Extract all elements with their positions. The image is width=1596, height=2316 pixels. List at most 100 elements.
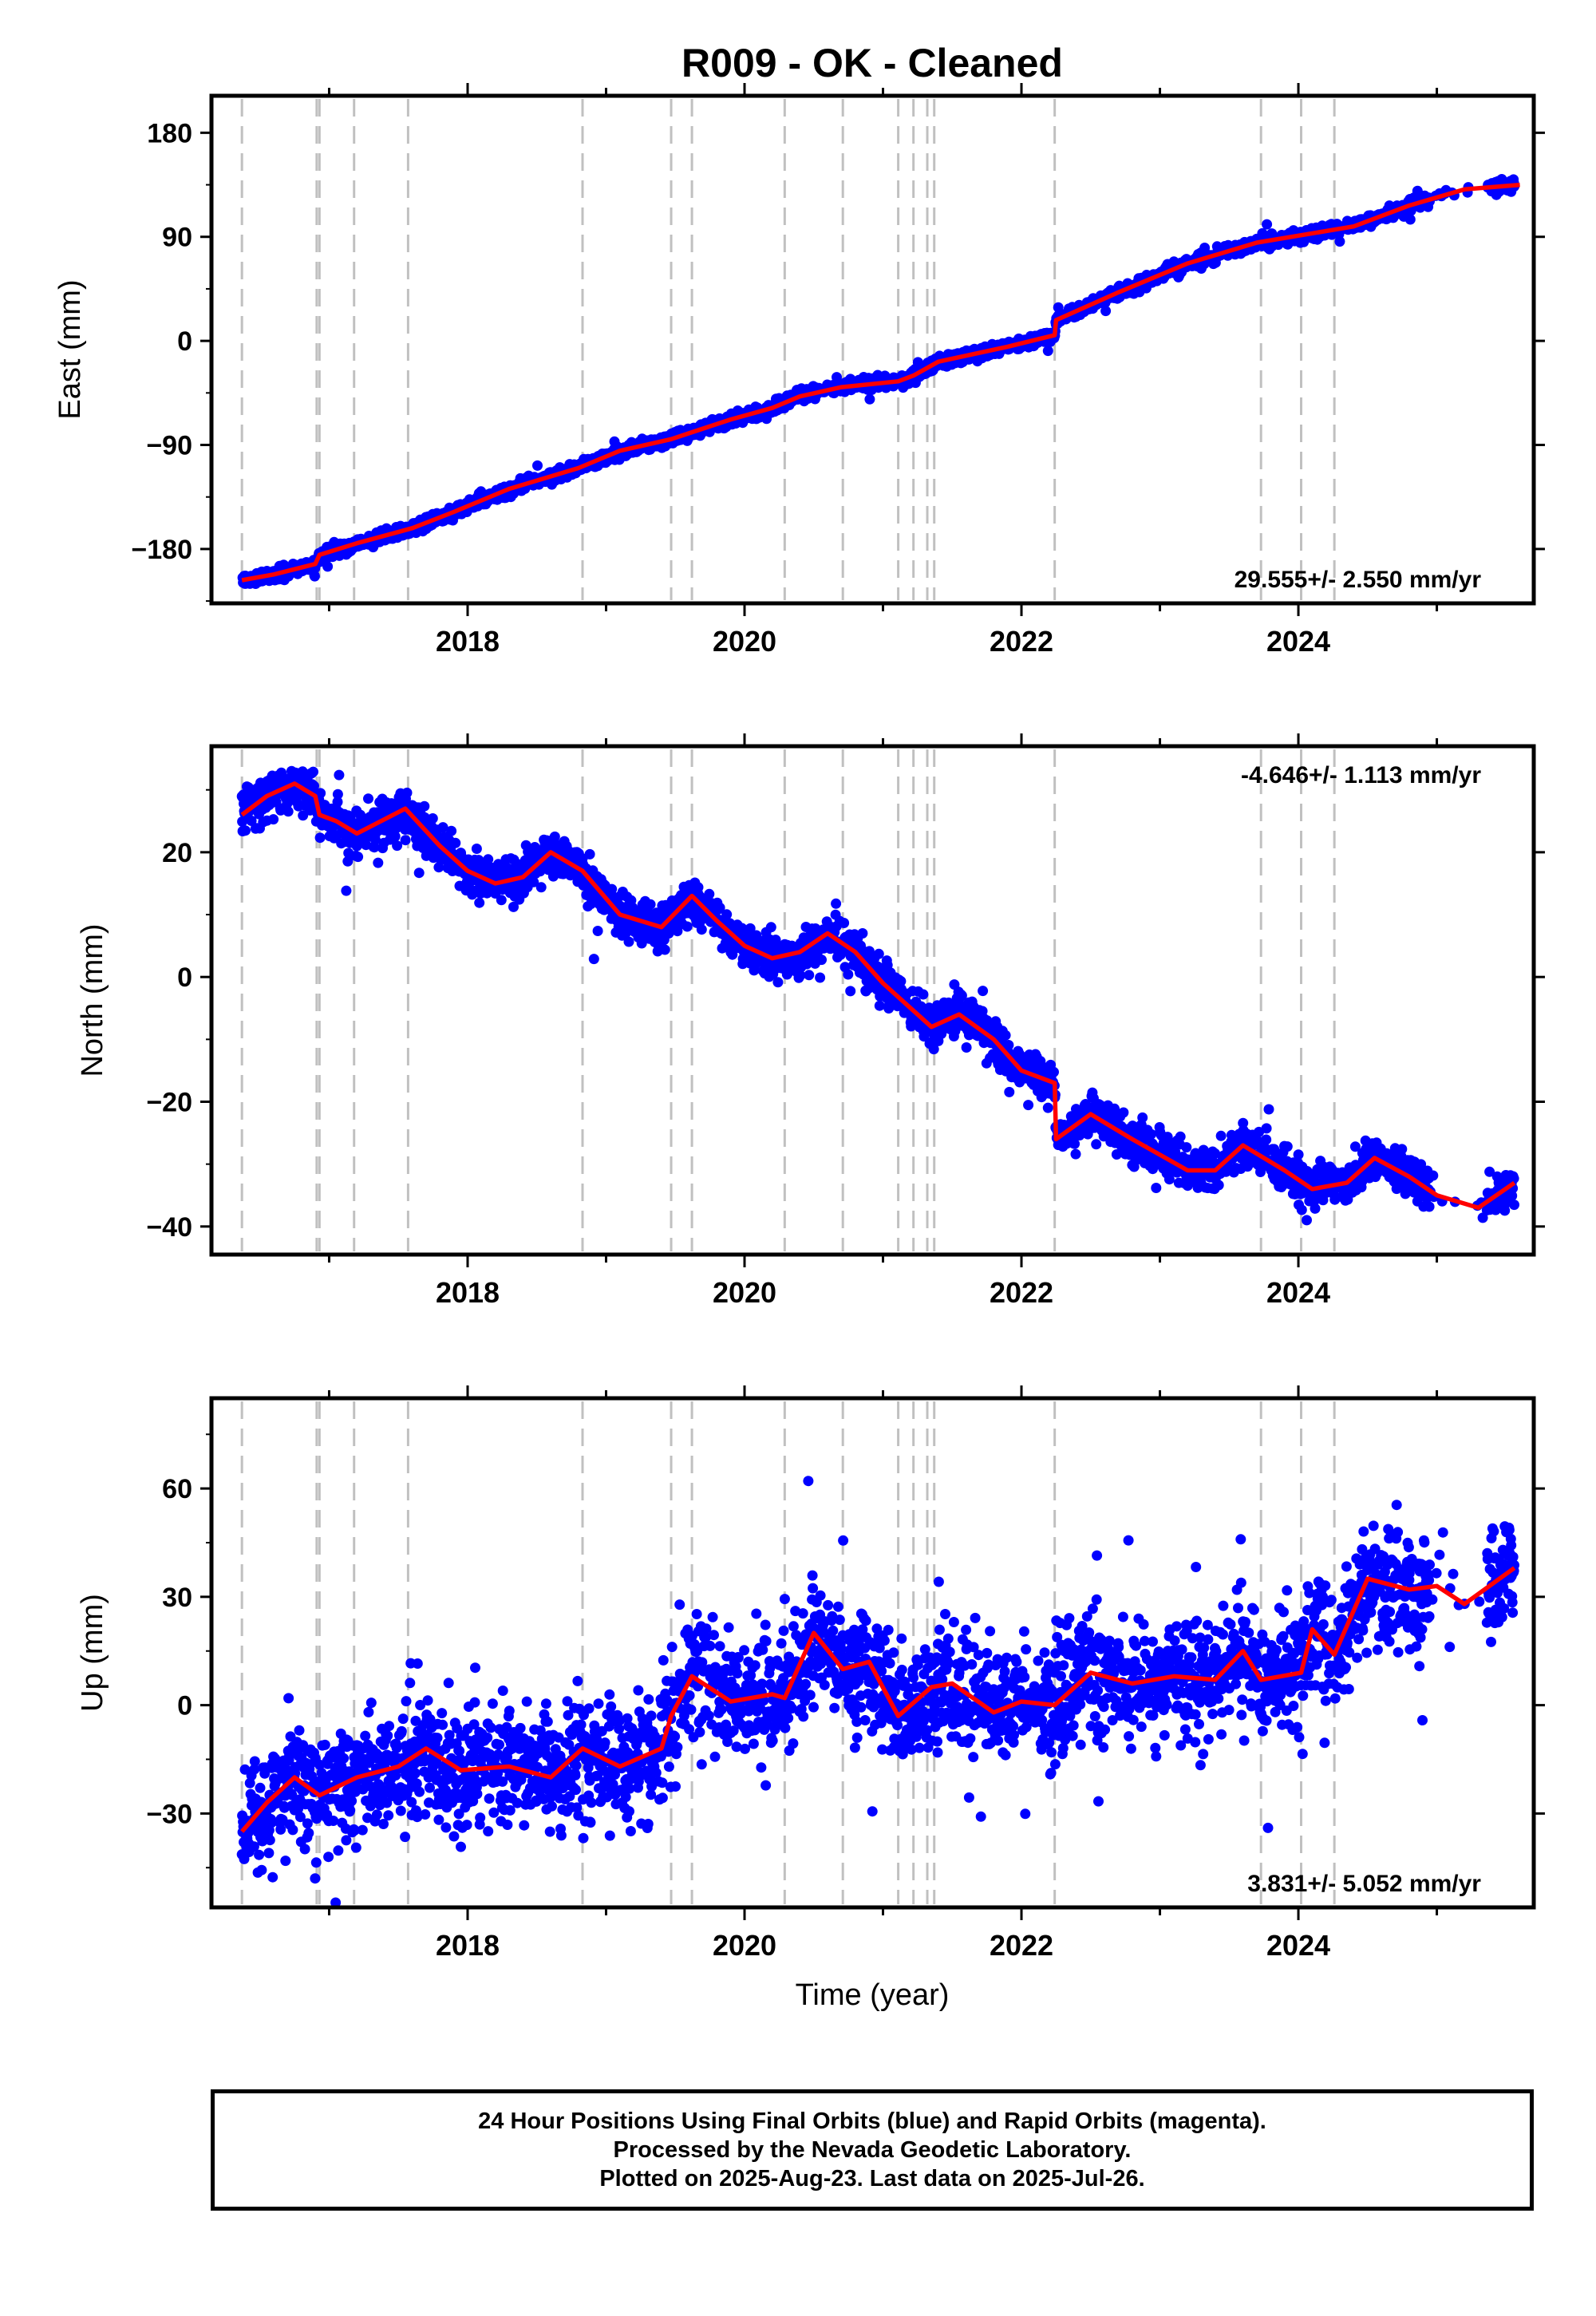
- data-point: [240, 825, 251, 836]
- data-point: [353, 852, 364, 863]
- data-point: [1334, 236, 1345, 247]
- data-point: [795, 970, 806, 981]
- data-point: [874, 1000, 885, 1011]
- data-point: [341, 885, 352, 896]
- data-point: [721, 909, 733, 920]
- data-point: [815, 972, 826, 983]
- data-point: [549, 831, 560, 842]
- data-point: [592, 926, 603, 936]
- data-point: [1070, 1148, 1081, 1160]
- data-point: [737, 923, 748, 934]
- data-point: [1118, 1107, 1129, 1118]
- y-axis-label: East (mm): [53, 279, 87, 419]
- data-point: [765, 922, 776, 933]
- model-fit: [241, 182, 1520, 583]
- x-tick-label: 2018: [436, 625, 500, 658]
- data-point: [659, 944, 670, 955]
- data-point: [1049, 1066, 1059, 1077]
- data-point: [864, 393, 875, 405]
- data-point: [804, 970, 815, 981]
- data-point: [1262, 219, 1273, 230]
- data-point: [956, 990, 967, 1001]
- data-point: [332, 796, 343, 808]
- data-point: [1000, 1030, 1011, 1041]
- data-point: [474, 897, 485, 908]
- data-point: [309, 781, 319, 792]
- data-point: [831, 898, 842, 909]
- data-point: [419, 800, 430, 812]
- y-tick-label: −90: [146, 431, 192, 461]
- data-point: [693, 882, 704, 893]
- data-point: [588, 954, 599, 965]
- data-point: [1042, 1102, 1053, 1113]
- y-tick-label: −180: [131, 535, 192, 565]
- data-point: [332, 788, 343, 800]
- data-point: [714, 902, 725, 913]
- data-point: [528, 876, 539, 887]
- data-point: [389, 831, 401, 842]
- data-point: [1042, 346, 1053, 357]
- data-point: [1004, 1086, 1015, 1097]
- data-point: [696, 924, 707, 935]
- data-point: [363, 793, 373, 804]
- data-point: [437, 822, 448, 833]
- x-tick-label: 2024: [1266, 625, 1330, 658]
- data-point: [845, 986, 856, 997]
- data-point: [373, 857, 384, 868]
- data-point: [681, 921, 693, 932]
- data-point: [645, 899, 656, 910]
- x-tick-label: 2020: [713, 625, 776, 658]
- y-tick-label: 90: [162, 223, 192, 253]
- data-point: [450, 837, 461, 848]
- data-point: [584, 848, 595, 860]
- data-point: [276, 767, 287, 778]
- data-point: [314, 832, 326, 844]
- data-point: [322, 561, 334, 572]
- data-point: [268, 814, 279, 825]
- plot-frame: [209, 93, 1536, 606]
- y-tick-label: 0: [177, 326, 192, 357]
- data-point: [873, 948, 884, 959]
- data-point: [309, 571, 320, 582]
- rate-annotation: 29.555+/- 2.550 mm/yr: [1235, 567, 1482, 593]
- data-point: [843, 969, 854, 980]
- data-point: [334, 769, 345, 781]
- data-point: [427, 813, 438, 824]
- data-point: [401, 787, 413, 798]
- data-point: [704, 888, 715, 899]
- data-point: [282, 806, 294, 817]
- data-point: [839, 918, 850, 928]
- break-lines: [240, 99, 1336, 600]
- data-point: [370, 835, 381, 845]
- data-point: [770, 935, 781, 946]
- data-point: [433, 862, 444, 873]
- data-point: [483, 854, 494, 865]
- data-point: [535, 882, 547, 893]
- data-point: [1003, 1040, 1014, 1050]
- data-point: [1069, 1138, 1080, 1149]
- data-point: [623, 936, 634, 947]
- data-point: [413, 868, 425, 879]
- data-point: [1023, 1100, 1034, 1111]
- data-point: [315, 788, 326, 799]
- data-point: [918, 989, 929, 1000]
- data-point: [1091, 1139, 1102, 1150]
- data-point: [532, 460, 543, 471]
- data-point: [928, 1044, 939, 1055]
- y-tick-label: 180: [147, 118, 192, 148]
- data-point: [392, 840, 403, 852]
- data-point: [961, 1042, 972, 1053]
- data-point: [308, 766, 318, 777]
- data-point: [400, 835, 411, 846]
- x-tick-label: 2022: [990, 625, 1053, 658]
- data-point: [342, 856, 354, 867]
- data-point: [1029, 1061, 1040, 1073]
- panel-east: −180 −90 0 90 180 2018 2020 2022 2024 East (mm) 29…: [53, 83, 1545, 658]
- data-point: [446, 825, 457, 836]
- data-point: [978, 986, 989, 997]
- data-point: [246, 816, 257, 826]
- data-point: [471, 844, 482, 854]
- data-point: [863, 946, 875, 957]
